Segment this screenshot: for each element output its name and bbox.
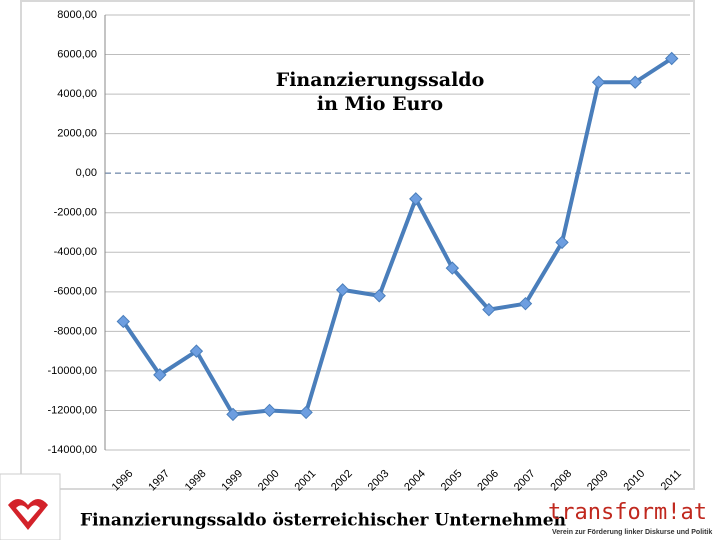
- line: [121, 56, 673, 417]
- point: [335, 283, 350, 297]
- point: [591, 75, 606, 89]
- y-tick-label: -10000,00: [47, 365, 97, 377]
- point: [299, 405, 313, 420]
- point: [409, 192, 423, 206]
- y-tick-label: -12000,00: [47, 404, 97, 416]
- point: [226, 407, 240, 422]
- y-tick-label: 8000,00: [57, 9, 97, 21]
- y-tick-label: 0,00: [76, 167, 97, 179]
- footer-logo: transform!at: [548, 500, 707, 525]
- point: [518, 296, 533, 311]
- point: [628, 75, 642, 89]
- y-tick-label: 2000,00: [57, 128, 97, 140]
- point: [555, 235, 569, 250]
- point: [372, 289, 386, 303]
- point: [665, 51, 679, 66]
- left-logo: [0, 473, 61, 540]
- point: [262, 403, 277, 418]
- point: [189, 344, 204, 358]
- y-tick-label: -8000,00: [54, 325, 97, 337]
- y-tick-label: -4000,00: [54, 246, 97, 258]
- y-tick-label: -6000,00: [54, 286, 97, 298]
- y-tick-label: -14000,00: [47, 444, 97, 456]
- footer-caption: Finanzierungssaldo österreichischer Unte…: [80, 511, 566, 531]
- chart-frame: [20, 0, 695, 490]
- chart-title: Finanzierungssaldo: [276, 69, 485, 91]
- point: [116, 314, 130, 329]
- y-tick-label: -2000,00: [54, 207, 97, 219]
- y-tick-label: 4000,00: [57, 88, 97, 100]
- chart-title: in Mio Euro: [317, 93, 443, 115]
- footer-logo-subtitle: Verein zur Förderung linker Diskurse und…: [552, 529, 712, 536]
- point: [153, 368, 167, 382]
- point: [482, 302, 496, 317]
- point: [445, 261, 460, 275]
- y-tick-label: 6000,00: [57, 48, 97, 60]
